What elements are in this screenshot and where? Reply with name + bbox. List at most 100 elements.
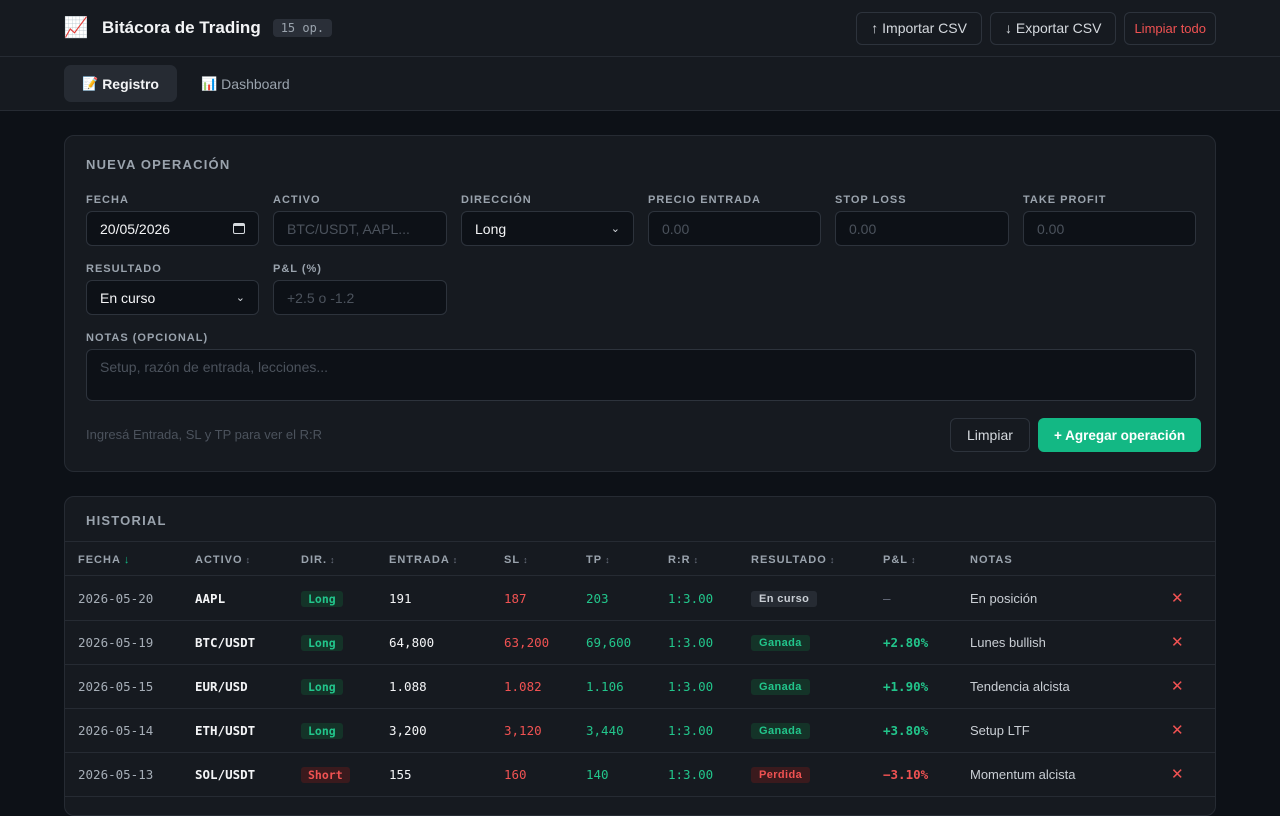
column-header-entry[interactable]: ENTRADA ↕: [389, 554, 459, 566]
cell-tp: 69,600: [586, 635, 632, 650]
add-operation-button[interactable]: + Agregar operación: [1038, 418, 1202, 452]
asset-input[interactable]: BTC/USDT, AAPL...: [273, 211, 447, 246]
delete-row-icon[interactable]: ✕: [1171, 766, 1184, 783]
table-row: 2026-05-13 SOL/USDT Short 155 160 140 1:3.00 Pe…: [65, 753, 1215, 797]
column-header-result[interactable]: RESULTADO ↕: [751, 554, 836, 566]
cell-sl: 63,200: [504, 635, 550, 650]
sort-icon: ↕: [829, 555, 836, 565]
cell-entry: 64,800: [389, 635, 435, 650]
cell-asset: BTC/USDT: [195, 635, 256, 650]
cell-pnl: +2.80%: [883, 635, 929, 650]
top-bar: 📈 Bitácora de Trading 15 op. ↑ Importar …: [0, 0, 1280, 57]
direction-value: Long: [475, 220, 507, 237]
cell-notes: Lunes bullish: [970, 635, 1046, 650]
cell-pnl: −3.10%: [883, 767, 929, 782]
form-title: NUEVA OPERACIÓN: [86, 157, 231, 172]
sort-icon: ↕: [330, 555, 336, 565]
brand: 📈 Bitácora de Trading 15 op.: [63, 16, 333, 40]
column-header-asset[interactable]: ACTIVO ↕: [195, 554, 252, 566]
column-header-direction[interactable]: DIR. ↕: [301, 554, 336, 566]
sort-icon: ↕: [523, 555, 529, 565]
tab-dashboard[interactable]: 📊 Dashboard: [183, 65, 308, 102]
cell-tp: 203: [586, 591, 609, 606]
cell-rr: 1:3.00: [668, 723, 714, 738]
table-row: 2026-05-14 ETH/USDT Long 3,200 3,120 3,440 1:3…: [65, 709, 1215, 753]
sort-icon: ↕: [605, 555, 611, 565]
status-badge: En curso: [751, 591, 818, 607]
sort-desc-icon: ↓: [123, 554, 131, 566]
bar-chart-icon: 📊: [200, 75, 218, 91]
stop-loss-input[interactable]: 0.00: [835, 211, 1009, 246]
cell-notes: Setup LTF: [970, 723, 1030, 738]
cell-date: 2026-05-19: [78, 635, 154, 650]
asset-label: ACTIVO: [273, 194, 321, 206]
cell-rr: 1:3.00: [668, 635, 714, 650]
sort-icon: ↕: [452, 555, 459, 565]
column-header-pnl[interactable]: P&L ↕: [883, 554, 917, 566]
cell-date: 2026-05-13: [78, 767, 154, 782]
export-csv-button[interactable]: ↓ Exportar CSV: [989, 11, 1117, 45]
cell-tp: 3,440: [586, 723, 624, 738]
cell-asset: AAPL: [195, 591, 226, 606]
cell-entry: 1.088: [389, 679, 427, 694]
table-header: FECHA ↓ ACTIVO ↕ DIR. ↕ ENTRADA ↕ SL ↕ TP ↕ R:…: [65, 541, 1215, 576]
tab-bar: 📝 Registro 📊 Dashboard: [0, 57, 1280, 111]
notes-label: NOTAS (OPCIONAL): [86, 332, 209, 344]
tab-registro[interactable]: 📝 Registro: [64, 65, 177, 102]
delete-row-icon[interactable]: ✕: [1171, 722, 1184, 739]
delete-row-icon[interactable]: ✕: [1171, 634, 1184, 651]
cell-entry: 191: [389, 591, 412, 606]
cell-entry: 3,200: [389, 723, 427, 738]
clear-form-button[interactable]: Limpiar: [950, 418, 1030, 452]
memo-icon: 📝: [82, 75, 99, 91]
tab-label: Dashboard: [221, 75, 290, 92]
result-select[interactable]: En curso ⌄: [86, 280, 259, 315]
tab-label: Registro: [102, 75, 159, 92]
cell-pnl: —: [883, 591, 891, 606]
column-header-tp[interactable]: TP ↕: [586, 554, 611, 566]
date-field[interactable]: 20/05/2026: [86, 211, 259, 246]
direction-badge: Long: [301, 679, 343, 695]
delete-row-icon[interactable]: ✕: [1171, 590, 1184, 607]
cell-sl: 160: [504, 767, 527, 782]
direction-select[interactable]: Long ⌄: [461, 211, 634, 246]
notes-textarea[interactable]: Setup, razón de entrada, lecciones...: [86, 349, 1196, 401]
pnl-input[interactable]: +2.5 o -1.2: [273, 280, 447, 315]
status-badge: Ganada: [751, 635, 810, 651]
chart-increasing-icon: 📈: [63, 17, 89, 39]
column-header-rr[interactable]: R:R ↕: [668, 554, 700, 566]
cell-rr: 1:3.00: [668, 591, 714, 606]
direction-badge: Long: [301, 635, 343, 651]
column-header-sl[interactable]: SL ↕: [504, 554, 529, 566]
clear-all-button[interactable]: Limpiar todo: [1124, 11, 1216, 45]
rr-hint: Ingresá Entrada, SL y TP para ver el R:R: [86, 427, 323, 442]
cell-pnl: +1.90%: [883, 679, 929, 694]
direction-badge: Long: [301, 591, 343, 607]
chevron-down-icon: ⌄: [610, 223, 620, 235]
cell-sl: 3,120: [504, 723, 542, 738]
chevron-down-icon: ⌄: [235, 292, 245, 304]
import-csv-button[interactable]: ↑ Importar CSV: [856, 11, 982, 45]
cell-sl: 187: [504, 591, 527, 606]
result-value: En curso: [100, 289, 156, 306]
cell-date: 2026-05-15: [78, 679, 154, 694]
cell-date: 2026-05-14: [78, 723, 154, 738]
table-row: 2026-05-19 BTC/USDT Long 64,800 63,200 69,600…: [65, 621, 1215, 665]
column-header-date[interactable]: FECHA ↓: [78, 554, 131, 566]
take-profit-input[interactable]: 0.00: [1023, 211, 1196, 246]
table-row: 2026-05-20 AAPL Long 191 187 203 1:3.00 En curs…: [65, 577, 1215, 621]
table-row: 2026-05-15 EUR/USD Long 1.088 1.082 1.106 1:3.…: [65, 665, 1215, 709]
calendar-icon[interactable]: [233, 223, 245, 234]
pnl-label: P&L (%): [273, 263, 322, 275]
direction-badge: Short: [301, 767, 350, 783]
sort-icon: ↕: [245, 555, 252, 565]
status-badge: Ganada: [751, 723, 810, 739]
cell-rr: 1:3.00: [668, 767, 714, 782]
delete-row-icon[interactable]: ✕: [1171, 678, 1184, 695]
direction-label: DIRECCIÓN: [461, 194, 532, 206]
cell-tp: 140: [586, 767, 609, 782]
operations-count-badge: 15 op.: [272, 19, 333, 37]
new-operation-form: NUEVA OPERACIÓN FECHA 20/05/2026 ACTIVO …: [64, 135, 1216, 472]
cell-sl: 1.082: [504, 679, 542, 694]
entry-price-input[interactable]: 0.00: [648, 211, 821, 246]
